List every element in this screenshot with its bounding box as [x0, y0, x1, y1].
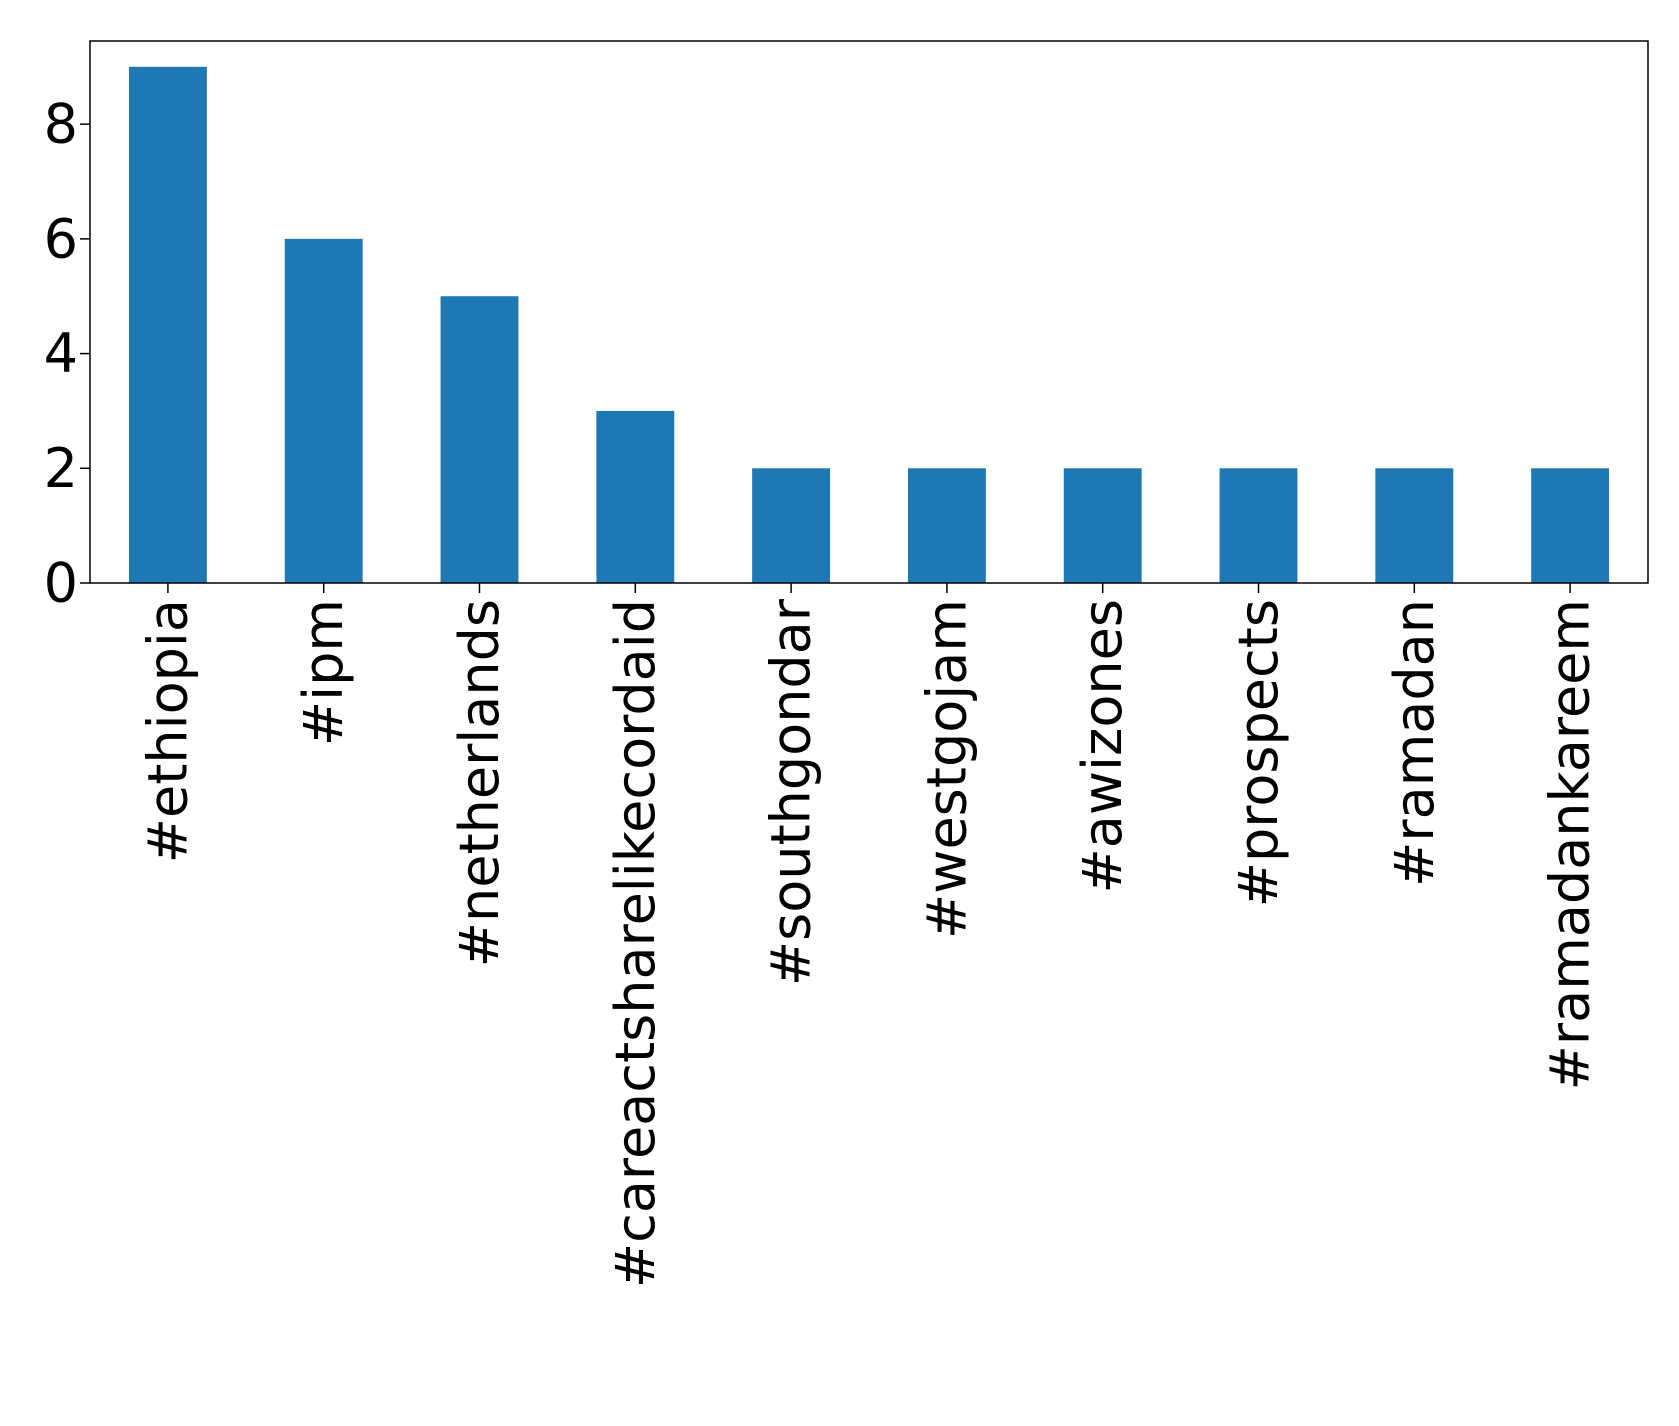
- x-tick-label-ethiopia: #ethiopia: [136, 599, 199, 863]
- y-tick-label-8: 8: [44, 93, 78, 156]
- x-tick-label-ramadan: #ramadan: [1383, 599, 1446, 887]
- bar-prospects: [1219, 468, 1298, 583]
- x-tick-label-westgojam: #westgojam: [915, 599, 978, 939]
- y-axis: 0 2 4 6 8: [44, 93, 90, 615]
- bar-netherlands: [440, 296, 519, 583]
- bar-southgondar: [752, 468, 831, 583]
- bar-ethiopia: [128, 66, 207, 584]
- bar-ipm: [284, 238, 363, 583]
- x-tick-label-awizones: #awizones: [1071, 599, 1134, 893]
- x-axis: #ethiopia #ipm #netherlands #careactshareli…: [136, 583, 1602, 1288]
- x-tick-label-ipm: #ipm: [292, 599, 355, 746]
- bar-westgojam: [907, 468, 986, 583]
- x-tick-label-netherlands: #netherlands: [448, 599, 511, 967]
- plot-frame: [89, 40, 1649, 584]
- bar-careactsharelikecordaid: [596, 410, 675, 583]
- y-tick-label-0: 0: [44, 552, 78, 615]
- x-tick-label-southgondar: #southgondar: [760, 598, 823, 986]
- y-tick-label-6: 6: [44, 207, 78, 270]
- y-tick-label-4: 4: [44, 322, 78, 385]
- x-tick-label-prospects: #prospects: [1227, 599, 1290, 907]
- x-tick-label-ramadankareem: #ramadankareem: [1539, 599, 1602, 1090]
- bar-awizones: [1063, 468, 1142, 583]
- bars-group: [128, 66, 1610, 584]
- x-tick-label-careactsharelikecordaid: #careactsharelikecordaid: [604, 599, 667, 1288]
- bar-ramadankareem: [1531, 468, 1610, 583]
- bar-ramadan: [1375, 468, 1454, 583]
- y-tick-label-2: 2: [44, 437, 78, 500]
